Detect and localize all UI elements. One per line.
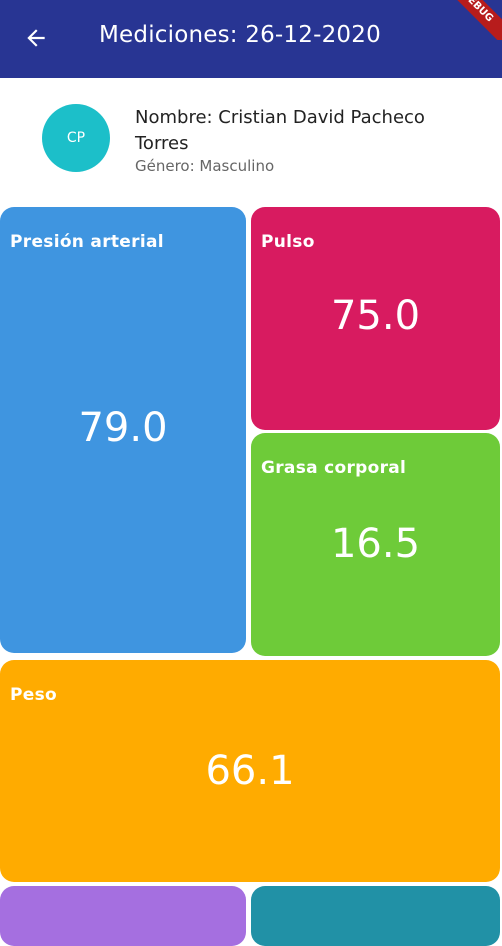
back-button[interactable] [14, 18, 58, 58]
tile-label: Grasa corporal [261, 458, 407, 478]
tile-partial-left[interactable] [0, 886, 246, 946]
tile-value: 16.5 [330, 521, 421, 567]
debug-ribbon-label: DEBUG [442, 0, 502, 40]
tile-label: Presión arterial [10, 232, 164, 252]
tile-peso[interactable]: Peso 66.1 [0, 660, 500, 882]
avatar: CP [42, 104, 110, 172]
tile-label: Peso [10, 685, 57, 705]
tile-label: Pulso [261, 232, 315, 252]
profile-card: CP Nombre: Cristian David Pacheco Torres… [0, 78, 502, 204]
tile-pulso[interactable]: Pulso 75.0 [251, 207, 500, 430]
tile-presion-arterial[interactable]: Presión arterial 79.0 [0, 207, 246, 653]
tile-grasa-corporal[interactable]: Grasa corporal 16.5 [251, 433, 500, 656]
tile-partial-right[interactable] [251, 886, 500, 946]
tile-value: 79.0 [78, 405, 168, 451]
app-bar: Mediciones: 26-12-2020 DEBUG [0, 0, 502, 78]
arrow-back-icon [27, 29, 45, 47]
tile-value: 75.0 [330, 293, 421, 339]
patient-name: Nombre: Cristian David Pacheco Torres [135, 107, 425, 154]
tile-value: 66.1 [205, 748, 295, 794]
debug-ribbon: DEBUG [442, 0, 502, 40]
patient-gender: Género: Masculino [135, 157, 275, 175]
page-title: Mediciones: 26-12-2020 [99, 22, 381, 48]
avatar-initials: CP [66, 130, 86, 146]
